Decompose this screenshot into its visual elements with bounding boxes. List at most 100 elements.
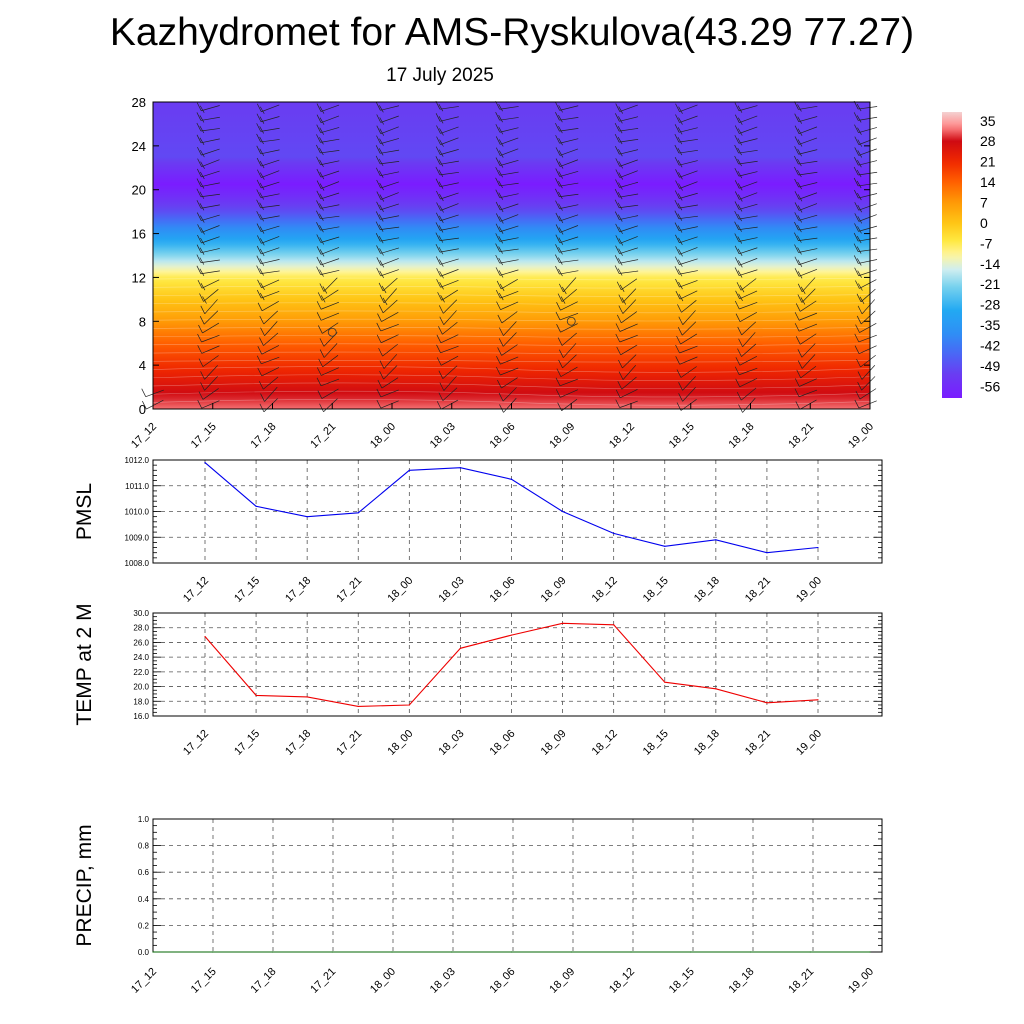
wind-barb (560, 389, 578, 398)
wind-barb-flag (617, 258, 623, 266)
wind-barb-flag (675, 180, 680, 189)
wind-barb (798, 203, 818, 211)
x-tick-label: 18_18 (692, 728, 722, 758)
plot-frame (152, 459, 883, 564)
wind-barb-flag (438, 149, 444, 157)
wind-barb (559, 117, 579, 121)
wind-barb-flag (857, 305, 863, 315)
wind-barb-flag (259, 337, 264, 346)
wind-barb-flag (438, 246, 444, 255)
wind-barb-flag (558, 359, 563, 369)
wind-barb (440, 334, 459, 344)
wind-barb-flag (498, 292, 504, 301)
wind-barb-flag (498, 127, 504, 135)
wind-barb-flag (737, 147, 742, 156)
wind-barb-flag (256, 145, 262, 154)
wind-barb-flag (438, 305, 444, 314)
wind-barb (679, 170, 698, 178)
wind-barb-flag (256, 265, 261, 274)
wind-barb-flag (435, 156, 441, 165)
wind-barb-flag (319, 127, 325, 135)
wind-barb-flag (199, 257, 205, 265)
wind-barb (679, 104, 698, 113)
wind-barb-flag (555, 112, 560, 121)
wind-barb-flag (734, 102, 740, 111)
x-tick-label: 18_03 (428, 966, 458, 996)
x-tick-label: 19_00 (794, 728, 824, 758)
wind-barb-flag (376, 179, 381, 189)
wind-barb-flag (794, 244, 799, 253)
wind-barb (798, 269, 818, 277)
y-tick-label: 28 (132, 95, 146, 110)
wind-barb-flag (376, 245, 381, 254)
wind-barb-flag (316, 180, 322, 189)
wind-barb-flag (498, 180, 503, 188)
wind-barb-flag (319, 117, 325, 125)
wind-barb (800, 333, 817, 345)
wind-barb (858, 400, 877, 409)
wind-barb-flag (558, 150, 564, 158)
wind-barb (201, 105, 220, 112)
wind-barb-flag (379, 248, 384, 256)
wind-barb-flag (797, 349, 803, 358)
wind-barb-flag (857, 216, 863, 224)
wind-barb-flag (319, 213, 324, 221)
wind-barb-flag (675, 278, 680, 288)
wind-barb-flag (854, 345, 860, 354)
wind-barb-flag (856, 258, 862, 266)
wind-barb-flag (734, 155, 739, 165)
wind-barb (380, 269, 399, 277)
wind-barb (619, 400, 638, 408)
wind-barb-flag (376, 267, 381, 277)
wind-barb (260, 270, 280, 274)
wind-barb-flag (857, 226, 862, 234)
wind-barb (499, 225, 519, 233)
x-tick-label: 17_21 (334, 575, 364, 605)
wind-barb (619, 159, 638, 167)
wind-barb (203, 289, 219, 302)
data-point (809, 951, 811, 953)
data-point (817, 699, 819, 701)
x-tick-label: 18_21 (743, 575, 773, 605)
wind-barb-flag (495, 254, 501, 264)
wind-barb (503, 321, 517, 336)
wind-barb-flag (316, 377, 322, 386)
wind-barb (440, 345, 459, 354)
wind-barb (320, 215, 340, 220)
wind-barb-flag (379, 105, 384, 113)
wind-barb (798, 105, 818, 110)
wind-barb-flag (734, 201, 740, 210)
wind-barb-flag (378, 347, 383, 357)
wind-barb (741, 321, 757, 336)
wind-barb-flag (558, 227, 564, 235)
wind-barb-flag (857, 371, 863, 380)
wind-barb-flag (555, 212, 561, 222)
wind-barb-flag (197, 224, 202, 233)
wind-barb (858, 269, 877, 277)
wind-barb-flag (678, 106, 683, 114)
wind-barb-flag (734, 167, 740, 177)
wind-barb-flag (555, 188, 560, 197)
wind-barb-flag (439, 205, 444, 213)
y-tick-label: 30.0 (133, 609, 149, 618)
wind-barb-flag (853, 166, 859, 176)
wind-barb-flag (496, 280, 502, 290)
wind-barb-flag (674, 124, 680, 133)
wind-barb-flag (795, 401, 801, 410)
data-point (570, 951, 572, 953)
wind-barb-flag (319, 193, 325, 202)
data-point (331, 951, 333, 953)
colorbar-label: -7 (980, 235, 993, 251)
colorbar-label: -21 (980, 276, 1000, 292)
wind-barb-flag (617, 136, 623, 145)
wind-barb-flag (379, 371, 384, 380)
wind-barb (263, 376, 279, 390)
wind-barb (858, 127, 878, 133)
wind-barb (380, 149, 400, 154)
wind-barb-flag (794, 101, 799, 110)
wind-barb (439, 160, 459, 165)
wind-barb-flag (675, 256, 680, 265)
wind-barb-flag (555, 389, 561, 398)
wind-barb (203, 310, 219, 325)
wind-barb-flag (738, 293, 743, 301)
